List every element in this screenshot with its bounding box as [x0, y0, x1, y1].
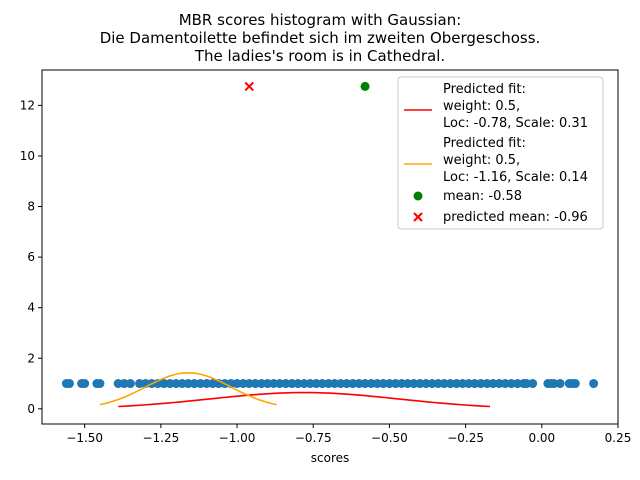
- legend: Predicted fit: weight: 0.5, Loc: -0.78, Sc…: [397, 76, 604, 230]
- score-point: [95, 379, 105, 389]
- chart-title-line-3: The ladies's room is in Cathedral.: [194, 47, 446, 65]
- predicted-mean-marker: [244, 81, 254, 92]
- x-tick-label: −0.50: [371, 431, 408, 445]
- chart-title-line-1: MBR scores histogram with Gaussian:: [178, 11, 462, 29]
- legend-predicted-mean-swatch-b: [413, 212, 423, 222]
- legend-fit-label-1: Loc: -0.78, Scale: 0.31: [443, 116, 588, 131]
- fit-curve-2: [99, 371, 277, 406]
- score-point: [125, 379, 135, 389]
- predicted-mean-cross-b: [244, 81, 254, 92]
- x-tick-label: 0.00: [528, 431, 555, 445]
- legend-box: [397, 76, 604, 230]
- score-point: [555, 379, 565, 389]
- x-tick-label: −0.75: [295, 431, 332, 445]
- score-point: [570, 379, 580, 389]
- score-point: [64, 379, 74, 389]
- y-tick-label: 12: [20, 98, 35, 112]
- x-axis-label: scores: [311, 451, 350, 465]
- plot-layer: [61, 81, 599, 408]
- x-tick-label: −0.25: [447, 431, 484, 445]
- axes-frame: [41, 69, 619, 425]
- y-tick-label: 6: [27, 250, 35, 264]
- legend-fit-label-1: Predicted fit:: [443, 82, 526, 97]
- y-tick-label: 0: [27, 402, 35, 416]
- legend-fit-label-1: weight: 0.5,: [443, 99, 520, 114]
- x-tick-label: 0.25: [605, 431, 632, 445]
- y-tick-label: 8: [27, 200, 35, 214]
- score-point: [589, 379, 599, 389]
- legend-fit-label-2: Predicted fit:: [443, 136, 526, 151]
- legend-mean-label: mean: -0.58: [443, 189, 522, 204]
- chart-title-line-2: Die Damentoilette befindet sich im zweit…: [99, 29, 541, 47]
- legend-fit-label-2: weight: 0.5,: [443, 153, 520, 168]
- fit-curve-1: [118, 391, 491, 408]
- legend-predicted-mean-label: predicted mean: -0.96: [443, 210, 588, 225]
- x-tick-label: −1.25: [142, 431, 179, 445]
- x-tick-label: −1.00: [219, 431, 256, 445]
- mean-marker: [360, 81, 370, 91]
- legend-mean-swatch: [413, 191, 423, 201]
- score-point: [528, 379, 538, 389]
- y-tick-label: 4: [27, 301, 35, 315]
- y-tick-label: 10: [20, 149, 35, 163]
- y-tick-label: 2: [27, 351, 35, 365]
- axis-layer: −1.50 −1.25 −1.00 −0.75 −0.50 −0.25 0.00 0.25 0 2…: [20, 98, 632, 445]
- x-tick-label: −1.50: [66, 431, 103, 445]
- score-point: [80, 379, 90, 389]
- legend-fit-label-2: Loc: -1.16, Scale: 0.14: [443, 170, 588, 185]
